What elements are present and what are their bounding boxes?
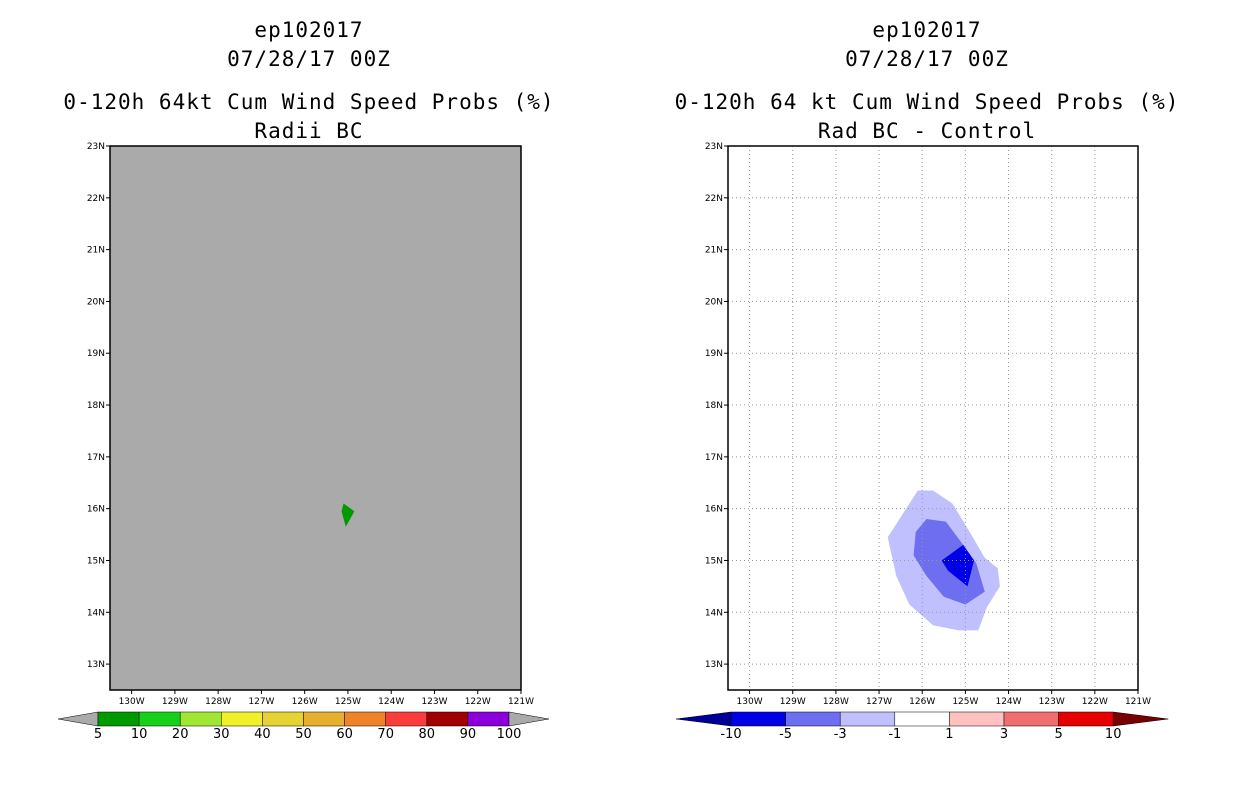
right-colorbar-segment-5 bbox=[1003, 711, 1059, 727]
right-colorbar-label-6: 5 bbox=[1054, 727, 1062, 742]
left-plot-frame bbox=[109, 145, 522, 691]
left-colorbar-label-3: 30 bbox=[213, 727, 230, 742]
left-chart-subtitle: Radii BC bbox=[254, 119, 364, 143]
right-xtick-label-2: 128W bbox=[823, 697, 849, 707]
right-ytick-label-5: 18N bbox=[705, 401, 723, 411]
right-panel: ep102017 07/28/17 00Z 0-120h 64 kt Cum W… bbox=[618, 0, 1236, 800]
left-storm-id: ep102017 bbox=[254, 18, 364, 42]
right-colorbar-segment-6 bbox=[1058, 711, 1114, 727]
right-colorbar-segment-3 bbox=[894, 711, 950, 727]
left-colorbar-label-1: 10 bbox=[131, 727, 148, 742]
right-colorbar-label-1: -5 bbox=[779, 727, 792, 742]
right-colorbar-segment-2 bbox=[839, 711, 896, 727]
left-contour-region-0 bbox=[341, 503, 355, 527]
right-xtick-label-7: 123W bbox=[1039, 697, 1065, 707]
left-xtick-label-8: 122W bbox=[465, 697, 491, 707]
left-ytick-label-5: 18N bbox=[87, 401, 105, 411]
right-ytick-label-6: 17N bbox=[705, 453, 723, 463]
right-colorbar-segment-4 bbox=[949, 711, 1005, 727]
left-colorbar-low-arrow bbox=[57, 711, 99, 727]
right-ytick-label-4: 19N bbox=[705, 349, 723, 359]
right-colorbar-label-2: -3 bbox=[834, 727, 847, 742]
left-colorbar-segment-2 bbox=[179, 711, 222, 727]
right-colorbar-label-5: 3 bbox=[1000, 727, 1008, 742]
right-chart-title: 0-120h 64 kt Cum Wind Speed Probs (%) bbox=[674, 90, 1180, 114]
left-colorbar-segment-6 bbox=[344, 711, 386, 727]
left-colorbar-segment-7 bbox=[385, 711, 428, 727]
left-ytick-label-0: 23N bbox=[87, 142, 105, 152]
left-ytick-label-7: 16N bbox=[87, 505, 105, 515]
right-contour-region-2 bbox=[941, 544, 974, 587]
right-colorbar-segment-0 bbox=[730, 711, 786, 727]
left-colorbar-segment-3 bbox=[221, 711, 263, 727]
left-chart: 130W 129W 128W 127W 126W 125W 124W 123W 122W 121W… bbox=[57, 142, 550, 742]
right-ytick-label-0: 23N bbox=[705, 142, 723, 152]
right-colorbar-high-arrow bbox=[1112, 711, 1169, 727]
right-storm-id: ep102017 bbox=[872, 18, 982, 42]
right-xtick-label-4: 126W bbox=[909, 697, 935, 707]
right-plot-frame bbox=[727, 145, 1139, 691]
left-xtick-label-4: 126W bbox=[292, 697, 318, 707]
right-datetime: 07/28/17 00Z bbox=[845, 47, 1009, 71]
left-ytick-label-6: 17N bbox=[87, 453, 105, 463]
left-colorbar-label-8: 80 bbox=[419, 727, 436, 742]
right-ytick-label-10: 13N bbox=[705, 660, 723, 670]
left-colorbar-segment-1 bbox=[138, 711, 181, 727]
left-colorbar-label-7: 70 bbox=[377, 727, 394, 742]
left-ytick-label-3: 20N bbox=[87, 297, 105, 307]
left-xtick-label-0: 130W bbox=[119, 697, 145, 707]
left-ytick-label-9: 14N bbox=[87, 608, 105, 618]
left-colorbar-segment-5 bbox=[303, 711, 345, 727]
left-xtick-label-5: 125W bbox=[335, 697, 361, 707]
right-xtick-label-8: 122W bbox=[1082, 697, 1108, 707]
right-colorbar-label-4: 1 bbox=[945, 727, 953, 742]
left-ytick-label-4: 19N bbox=[87, 349, 105, 359]
left-panel: ep102017 07/28/17 00Z 0-120h 64kt Cum Wi… bbox=[57, 18, 555, 742]
right-colorbar-low-arrow bbox=[675, 711, 732, 727]
right-ytick-label-9: 14N bbox=[705, 608, 723, 618]
left-colorbar-segment-4 bbox=[262, 711, 304, 727]
right-xtick-label-6: 124W bbox=[995, 697, 1021, 707]
left-colorbar-segment-8 bbox=[426, 711, 469, 727]
right-ytick-label-7: 16N bbox=[705, 505, 723, 515]
right-colorbar-label-0: -10 bbox=[720, 727, 741, 742]
right-chart: 130W 129W 128W 127W 126W 125W 124W 123W 122W 121W… bbox=[675, 142, 1169, 742]
left-ytick-label-10: 13N bbox=[87, 660, 105, 670]
right-colorbar-label-3: -1 bbox=[888, 727, 901, 742]
right-ytick-label-8: 15N bbox=[705, 556, 723, 566]
left-ytick-label-1: 22N bbox=[87, 194, 105, 204]
left-xtick-label-1: 129W bbox=[162, 697, 188, 707]
left-colorbar-label-2: 20 bbox=[172, 727, 189, 742]
left-xtick-label-3: 127W bbox=[248, 697, 274, 707]
left-xtick-label-6: 124W bbox=[378, 697, 404, 707]
right-chart-subtitle: Rad BC - Control bbox=[817, 119, 1037, 143]
left-colorbar-segment-0 bbox=[97, 711, 140, 727]
left-ytick-label-2: 21N bbox=[87, 246, 105, 256]
left-ytick-label-8: 15N bbox=[87, 556, 105, 566]
right-xtick-label-5: 125W bbox=[952, 697, 978, 707]
right-ytick-label-2: 21N bbox=[705, 246, 723, 256]
right-colorbar-segment-1 bbox=[785, 711, 841, 727]
left-xtick-label-7: 123W bbox=[421, 697, 447, 707]
left-xtick-label-9: 121W bbox=[508, 697, 534, 707]
left-colorbar-high-arrow bbox=[508, 711, 550, 727]
right-ytick-label-1: 22N bbox=[705, 194, 723, 204]
right-ytick-label-3: 20N bbox=[705, 297, 723, 307]
left-colorbar-label-6: 60 bbox=[336, 727, 353, 742]
left-datetime: 07/28/17 00Z bbox=[227, 47, 391, 71]
left-colorbar-label-4: 40 bbox=[254, 727, 271, 742]
right-xtick-label-0: 130W bbox=[737, 697, 763, 707]
left-colorbar-label-0: 5 bbox=[94, 727, 102, 742]
left-colorbar-label-9: 90 bbox=[460, 727, 477, 742]
right-xtick-label-3: 127W bbox=[866, 697, 892, 707]
right-colorbar-label-7: 10 bbox=[1105, 727, 1122, 742]
left-plot-area bbox=[110, 146, 521, 690]
left-colorbar-label-5: 50 bbox=[295, 727, 312, 742]
left-colorbar-label-10: 100 bbox=[497, 727, 522, 742]
left-chart-title: 0-120h 64kt Cum Wind Speed Probs (%) bbox=[63, 90, 555, 114]
left-colorbar-segment-9 bbox=[467, 711, 510, 727]
left-xtick-label-2: 128W bbox=[205, 697, 231, 707]
right-xtick-label-1: 129W bbox=[780, 697, 806, 707]
right-xtick-label-9: 121W bbox=[1125, 697, 1151, 707]
